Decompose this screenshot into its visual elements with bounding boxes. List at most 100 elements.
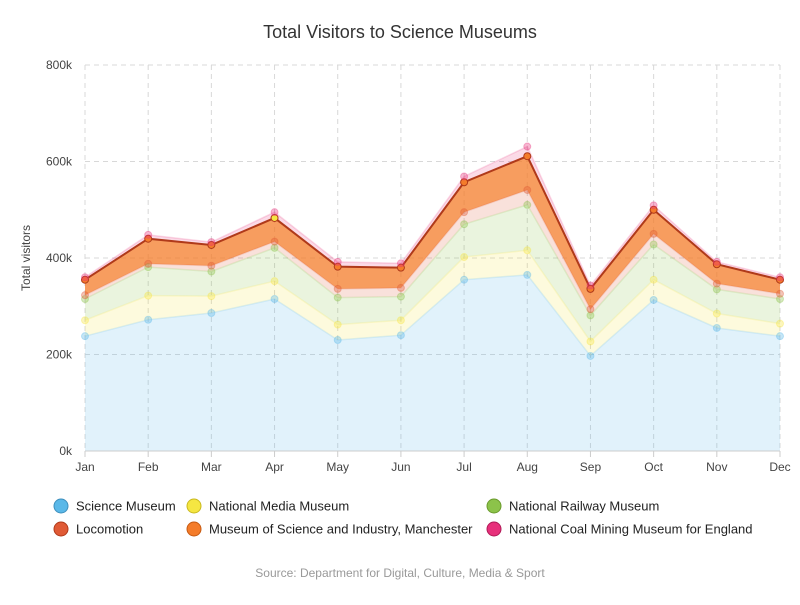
point-national-coal-mining-museum-for-england[interactable] [333,257,342,266]
point-science-museum[interactable] [207,309,216,318]
point-national-railway-museum[interactable] [460,220,469,229]
y-tick-label: 600k [46,155,73,169]
area-national-railway-museum[interactable] [85,204,780,342]
point-museum-of-science-and-industry-manchester[interactable] [586,284,595,293]
legend-item-science-museum[interactable]: Science Museum [53,498,176,514]
x-tick-label: Sep [580,460,602,474]
x-tick-label: Jul [456,460,471,474]
point-museum-of-science-and-industry-manchester[interactable] [333,262,342,271]
point-national-media-museum[interactable] [523,246,532,255]
point-science-museum[interactable] [649,295,658,304]
y-tick-label: 0k [59,444,73,458]
point-national-railway-museum[interactable] [523,200,532,209]
legend-item-museum-of-science-and-industry-manchester[interactable]: Museum of Science and Industry, Manchest… [186,521,473,537]
point-locomotion[interactable] [333,284,342,293]
point-museum-of-science-and-industry-manchester[interactable] [776,275,784,284]
point-locomotion[interactable] [523,185,532,194]
point-science-museum[interactable] [144,315,153,324]
point-museum-of-science-and-industry-manchester[interactable] [649,205,658,214]
point-museum-of-science-and-industry-manchester[interactable] [523,152,532,161]
legend-marker [486,498,502,514]
point-national-media-museum[interactable] [776,319,784,328]
point-national-coal-mining-museum-for-england[interactable] [523,142,532,151]
area-national-media-museum[interactable] [85,250,780,356]
legend-marker [186,498,202,514]
point-national-railway-museum[interactable] [144,263,153,272]
point-locomotion[interactable] [586,305,595,314]
point-national-railway-museum[interactable] [649,240,658,249]
point-museum-of-science-and-industry-manchester[interactable] [207,240,216,249]
point-locomotion[interactable] [649,229,658,238]
point-locomotion[interactable] [270,237,279,246]
point-locomotion[interactable] [712,279,721,288]
point-national-coal-mining-museum-for-england[interactable] [396,259,405,268]
point-national-media-museum[interactable] [649,275,658,284]
point-national-railway-museum[interactable] [81,295,89,304]
legend-item-locomotion[interactable]: Locomotion [53,521,143,537]
point-national-railway-museum[interactable] [586,311,595,320]
point-national-coal-mining-museum-for-england[interactable] [81,273,89,282]
point-national-media-museum[interactable] [333,320,342,329]
area-science-museum[interactable] [85,274,780,451]
point-science-museum[interactable] [523,270,532,279]
point-national-railway-museum[interactable] [712,285,721,294]
point-museum-of-science-and-industry-manchester[interactable] [81,275,89,284]
x-tick-label: Jun [391,460,410,474]
point-museum-of-science-and-industry-manchester[interactable] [460,178,469,187]
point-science-museum[interactable] [586,351,595,360]
point-national-coal-mining-museum-for-england[interactable] [712,257,721,266]
point-locomotion[interactable] [144,259,153,268]
point-museum-of-science-and-industry-manchester[interactable] [144,234,153,243]
point-national-coal-mining-museum-for-england[interactable] [144,230,153,239]
legend-marker [486,521,502,537]
point-national-media-museum[interactable] [207,292,216,301]
point-science-museum[interactable] [776,332,784,341]
legend-label: Science Museum [76,499,176,514]
point-national-media-museum[interactable] [712,309,721,318]
legend-marker [53,498,69,514]
point-national-coal-mining-museum-for-england[interactable] [649,201,658,210]
point-national-railway-museum[interactable] [207,267,216,276]
point-national-media-museum[interactable] [460,253,469,262]
point-national-railway-museum[interactable] [776,295,784,304]
legend-item-national-railway-museum[interactable]: National Railway Museum [486,498,659,514]
point-science-museum[interactable] [270,295,279,304]
point-national-media-museum[interactable] [81,316,89,325]
point-national-media-museum[interactable] [586,337,595,346]
point-science-museum[interactable] [81,332,89,341]
point-locomotion[interactable] [81,291,89,300]
point-national-railway-museum[interactable] [333,293,342,302]
point-national-coal-mining-museum-for-england[interactable] [460,172,469,181]
point-museum-of-science-and-industry-manchester[interactable] [396,263,405,272]
legend-label: National Coal Mining Museum for England [509,522,753,537]
point-national-railway-museum[interactable] [396,292,405,301]
point-museum-of-science-and-industry-manchester[interactable] [270,213,279,222]
point-national-media-museum[interactable] [270,277,279,286]
point-science-museum[interactable] [712,323,721,332]
y-axis: 0k 200k 400k 600k 800k [46,58,73,458]
area-museum-of-science-and-industry-manchester[interactable] [85,156,780,310]
legend-item-national-media-museum[interactable]: National Media Museum [186,498,349,514]
point-national-coal-mining-museum-for-england[interactable] [207,238,216,247]
legend-marker [53,521,69,537]
point-national-coal-mining-museum-for-england[interactable] [586,281,595,290]
point-national-coal-mining-museum-for-england[interactable] [270,208,279,217]
line-locomotion [84,189,781,311]
point-locomotion[interactable] [207,261,216,270]
x-tick-label: Feb [138,460,159,474]
point-national-coal-mining-museum-for-england[interactable] [776,273,784,282]
legend-item-national-coal-mining-museum-for-england[interactable]: National Coal Mining Museum for England [486,521,753,537]
point-national-railway-museum[interactable] [270,243,279,252]
point-science-museum[interactable] [333,336,342,345]
chart-title: Total Visitors to Science Museums [263,22,537,42]
point-science-museum[interactable] [396,331,405,340]
point-national-media-museum[interactable] [396,316,405,325]
area-locomotion[interactable] [85,189,780,316]
point-science-museum[interactable] [460,275,469,284]
point-museum-of-science-and-industry-manchester[interactable] [712,260,721,269]
point-national-media-museum[interactable] [144,291,153,300]
point-locomotion[interactable] [396,283,405,292]
point-locomotion[interactable] [460,208,469,217]
point-locomotion[interactable] [776,289,784,298]
